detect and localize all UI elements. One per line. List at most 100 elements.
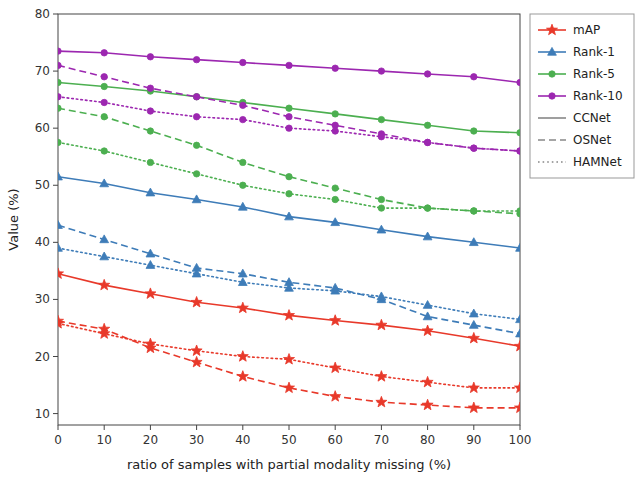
point [100,252,109,260]
point [285,283,294,291]
plot-area [58,48,520,413]
point [58,62,61,68]
x-tick-label: 10 [97,433,112,447]
point [424,139,430,145]
point [516,315,520,323]
point [101,99,107,105]
point [469,321,478,329]
x-tick [289,425,290,430]
legend-label: Rank-1 [573,45,615,59]
series [58,221,520,337]
plot-frame [58,14,520,425]
point [330,391,341,401]
point [378,116,384,122]
point [514,402,520,413]
x-tick [520,425,521,430]
point [514,340,520,350]
point [240,159,246,165]
point [147,85,153,91]
point [286,191,292,197]
series-line [58,83,520,133]
legend-handle [538,117,566,119]
point [471,208,477,214]
series-line [58,321,520,408]
point [331,286,340,294]
point [146,261,155,269]
point [424,205,430,211]
point [193,114,199,120]
point [471,145,477,151]
x-tick [104,425,105,430]
series-line [58,323,520,388]
point [517,148,520,154]
y-tick [53,299,58,300]
y-tick [53,413,58,414]
y-tick [53,14,58,15]
y-tick-label: 30 [35,292,50,306]
y-tick [53,71,58,72]
legend-item: OSNet [538,133,611,147]
point [332,196,338,202]
point [147,128,153,134]
point [516,243,520,251]
point [58,221,62,229]
point [286,105,292,111]
point [469,238,478,246]
point [238,202,247,210]
x-tick-label: 0 [54,433,62,447]
point [516,329,520,337]
point [240,182,246,188]
point [286,62,292,68]
point [100,235,109,243]
legend-marker [546,24,557,34]
point [240,59,246,65]
point [101,114,107,120]
point [237,371,248,381]
legend: mAPRank-1Rank-5Rank-10CCNetOSNetHAMNet [530,14,634,178]
point [423,301,432,309]
point [424,139,430,145]
point [58,243,62,251]
x-tick [381,425,382,430]
point [238,278,247,286]
legend-label: OSNet [573,133,611,147]
x-axis-label: ratio of samples with partial modality m… [127,457,451,472]
legend-item: HAMNet [538,155,622,169]
point [422,325,433,335]
series [58,172,520,251]
x-tick [58,425,59,430]
point [145,288,156,298]
point [193,171,199,177]
point [330,315,341,325]
point [99,328,110,338]
point [424,71,430,77]
legend-item: mAP [538,23,600,37]
point [191,296,202,306]
point [240,102,246,108]
legend-label: mAP [573,23,600,37]
point [422,399,433,409]
point [283,310,294,320]
point [471,208,477,214]
point [378,68,384,74]
point [286,125,292,131]
y-tick-label: 10 [35,407,50,421]
axes: 01020304050607080901001020304050607080 [35,7,532,447]
point [58,94,61,100]
point [332,185,338,191]
point [58,105,61,111]
x-tick [196,425,197,430]
point [378,196,384,202]
series-line [58,225,520,333]
point [422,376,433,386]
series [58,105,520,217]
y-tick [53,128,58,129]
point [193,94,199,100]
series-line [58,274,520,347]
x-tick [150,425,151,430]
point [423,312,432,320]
series [58,243,520,322]
legend-marker [548,47,557,55]
point [99,279,110,289]
point [101,50,107,56]
